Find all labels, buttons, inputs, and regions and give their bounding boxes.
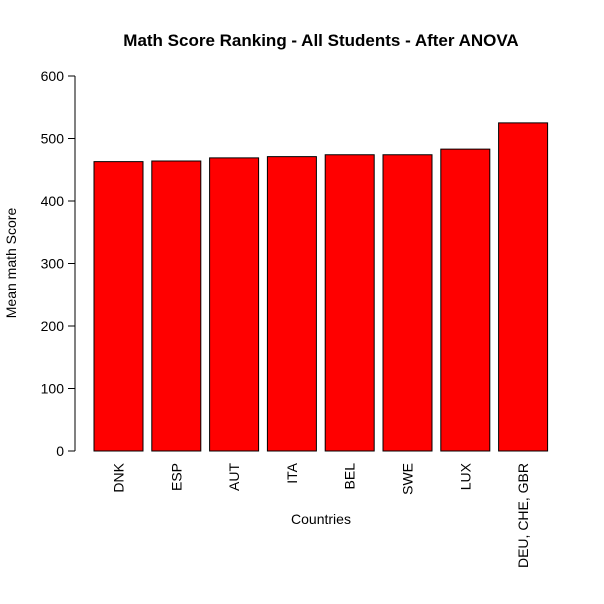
x-tick-labels: DNK ESP AUT ITA BEL SWE LUX DEU, CHE, GBR xyxy=(111,462,532,568)
y-tick-label: 300 xyxy=(41,256,65,272)
bar-aut xyxy=(209,157,260,452)
y-tick-label: 500 xyxy=(41,131,65,147)
x-tick-label: LUX xyxy=(457,462,473,490)
x-tick-label: ITA xyxy=(284,462,300,483)
y-tick-label: 200 xyxy=(41,318,65,334)
x-tick-label: DEU, CHE, GBR xyxy=(515,463,531,568)
y-tick-label: 400 xyxy=(41,193,65,209)
x-tick-label: SWE xyxy=(400,463,416,495)
bar-deu-che-gbr xyxy=(498,122,549,452)
y-tick-label: 0 xyxy=(56,443,64,459)
bar-ita xyxy=(266,156,317,452)
bar-lux xyxy=(440,148,491,452)
y-tick-label: 600 xyxy=(41,68,65,84)
x-tick-label: ESP xyxy=(168,463,184,491)
y-axis-label: Mean math Score xyxy=(3,208,19,319)
bar-esp xyxy=(151,160,202,452)
y-tick-label: 100 xyxy=(41,381,65,397)
x-axis-label: Countries xyxy=(291,511,351,527)
bar-bel xyxy=(324,154,375,452)
y-axis: 0 100 200 300 400 500 600 xyxy=(41,68,76,459)
bars-group xyxy=(93,122,549,452)
chart-title: Math Score Ranking - All Students - Afte… xyxy=(123,31,518,50)
x-tick-label: BEL xyxy=(342,463,358,490)
x-tick-label: DNK xyxy=(111,462,127,492)
bar-swe xyxy=(382,154,433,452)
x-tick-label: AUT xyxy=(226,463,242,491)
bar-dnk xyxy=(93,161,144,452)
